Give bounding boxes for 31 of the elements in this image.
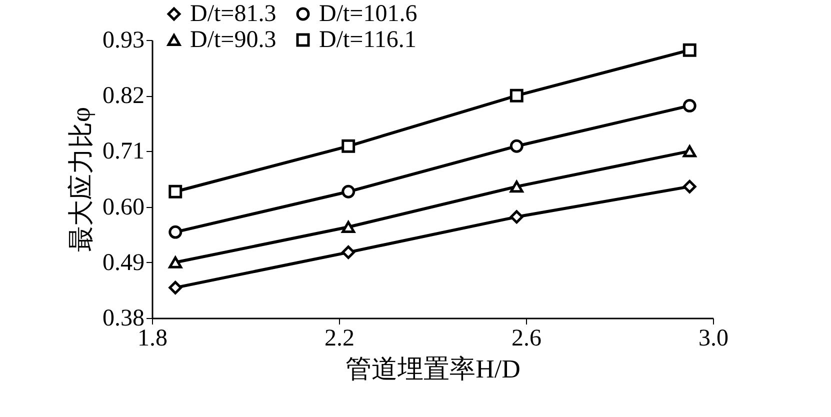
point (510, 180, 524, 193)
point (168, 256, 182, 268)
point (168, 280, 182, 294)
point (682, 98, 696, 112)
point (510, 210, 524, 224)
point (168, 225, 182, 239)
y-axis-title: 最大应力比φ (66, 106, 96, 252)
point (510, 139, 524, 153)
y-tick-label: 0.49 (102, 250, 144, 276)
legend-label: D/t=101.6 (319, 1, 418, 27)
y-tick-label: 0.60 (102, 194, 144, 220)
legend-label: D/t=116.1 (319, 27, 416, 53)
point (510, 88, 524, 102)
x-tick-label: 2.2 (324, 326, 354, 352)
point (342, 246, 356, 260)
point (342, 221, 356, 234)
y-tick-label: 0.93 (102, 28, 144, 54)
point (682, 145, 696, 158)
x-axis-title: 管道埋置率H/D (346, 354, 520, 384)
legend-label: D/t=90.3 (190, 27, 276, 53)
x-tick-label: 3.0 (698, 326, 728, 352)
point (682, 180, 696, 194)
point (342, 184, 356, 198)
legend-label: D/t=81.3 (190, 1, 276, 27)
y-tick-label: 0.71 (102, 138, 144, 165)
x-tick-label: 2.6 (512, 326, 542, 352)
point (168, 184, 182, 198)
y-tick-label: 0.82 (102, 83, 144, 110)
point (682, 43, 696, 57)
point (342, 139, 356, 153)
x-tick-label: 1.8 (138, 326, 168, 352)
